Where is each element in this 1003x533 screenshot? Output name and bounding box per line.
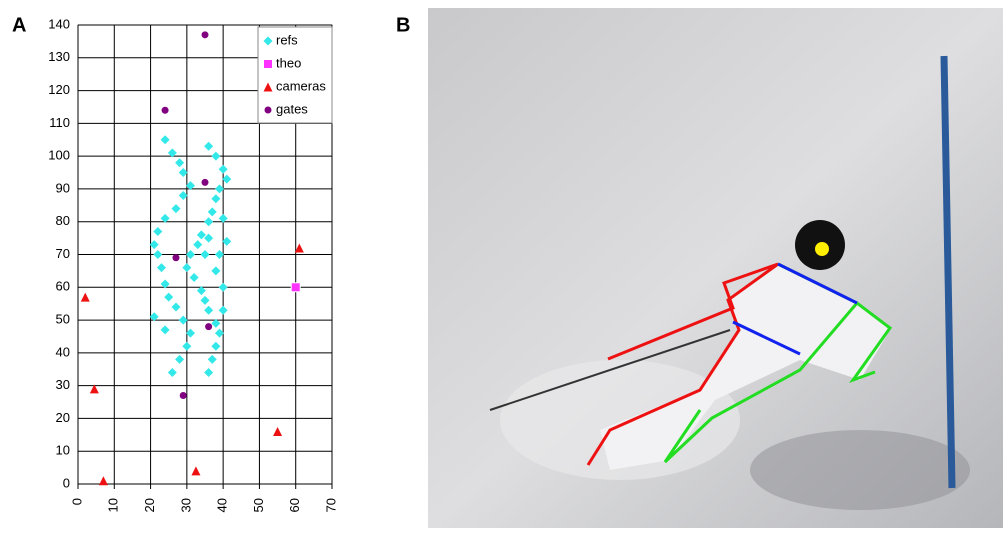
x-tick-label: 10: [106, 498, 121, 512]
y-tick-label: 50: [56, 312, 70, 327]
point: [202, 31, 209, 38]
legend-label: cameras: [276, 78, 326, 93]
legend-label: refs: [276, 32, 298, 47]
point: [291, 283, 300, 292]
y-tick-label: 100: [48, 148, 70, 163]
y-tick-label: 70: [56, 246, 70, 261]
y-tick-label: 0: [63, 475, 70, 490]
legend-label: gates: [276, 101, 308, 116]
point: [265, 107, 272, 114]
y-tick-label: 110: [49, 115, 70, 130]
y-tick-label: 120: [48, 82, 70, 97]
y-tick-label: 80: [56, 213, 70, 228]
y-tick-label: 20: [56, 410, 70, 425]
y-tick-label: 10: [56, 443, 70, 458]
y-tick-label: 60: [56, 279, 70, 294]
y-tick-label: 140: [48, 16, 70, 31]
point: [172, 254, 179, 261]
x-tick-label: 0: [69, 498, 84, 505]
point: [162, 107, 169, 114]
point: [205, 323, 212, 330]
y-tick-label: 130: [48, 49, 70, 64]
x-tick-label: 20: [142, 498, 157, 512]
y-tick-label: 40: [56, 344, 70, 359]
x-tick-label: 70: [323, 498, 338, 512]
y-tick-label: 90: [56, 180, 70, 195]
x-tick-label: 30: [178, 498, 193, 512]
legend-label: theo: [276, 55, 301, 70]
point: [264, 60, 273, 69]
x-tick-label: 40: [215, 498, 230, 512]
x-tick-label: 60: [287, 498, 302, 512]
y-tick-label: 30: [56, 377, 70, 392]
figure: A B 0 10 20 30 40 50 60 70 80 90 100 110 120 130 140 0 1…: [0, 0, 1003, 528]
point: [202, 179, 209, 186]
panel-label: A: [12, 14, 26, 36]
point: [180, 392, 187, 399]
panel-label: B: [396, 14, 410, 36]
x-tick-label: 50: [251, 498, 266, 512]
